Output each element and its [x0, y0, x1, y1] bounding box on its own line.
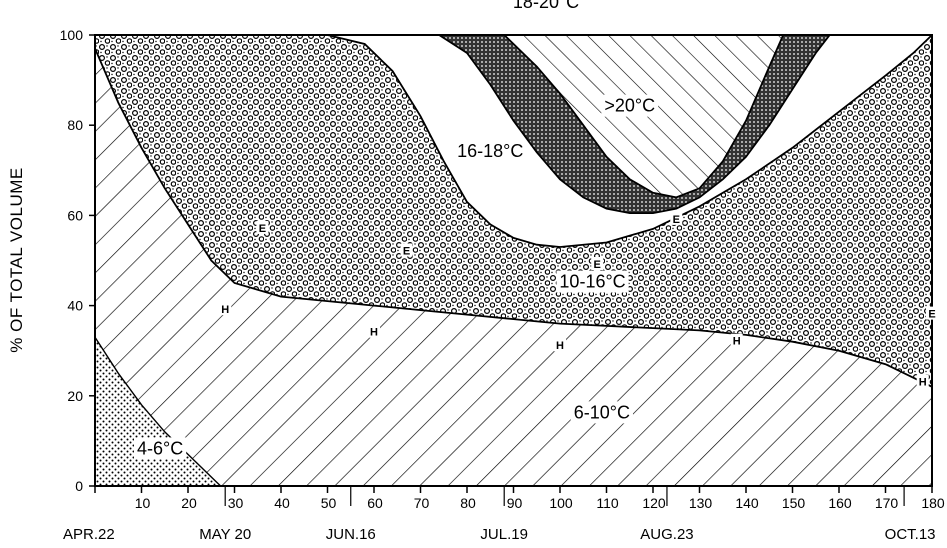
marker-h: H — [221, 304, 229, 316]
zone-label-background — [509, 0, 583, 13]
marker-background — [926, 306, 938, 320]
zone-6-10 — [95, 48, 932, 486]
boundary-line — [438, 35, 831, 214]
x-tick-label: 150 — [782, 495, 806, 511]
zone-label: 18-20°C — [513, 0, 579, 12]
y-tick-label: 40 — [67, 298, 83, 314]
x-tick-label: 60 — [367, 495, 383, 511]
marker-background — [400, 243, 413, 257]
marker-background — [554, 338, 566, 352]
marker-e: E — [259, 223, 266, 235]
zone-label: 16-18°C — [457, 141, 523, 161]
zone-label-background — [133, 437, 187, 460]
temperature-zones — [95, 35, 932, 486]
marker-e: E — [673, 214, 680, 226]
marker-background — [368, 324, 380, 338]
marker-background — [219, 302, 232, 316]
date-label: AUG.23 — [640, 526, 693, 543]
x-tick-label: 120 — [642, 495, 666, 511]
y-axis-title: % OF TOTAL VOLUME — [7, 167, 26, 352]
zone-label-background — [454, 139, 527, 162]
zone-18-20 — [439, 35, 830, 214]
marker-h: H — [919, 376, 927, 388]
marker-background — [730, 333, 743, 347]
zone-label: 10-16°C — [559, 272, 625, 292]
y-axis-ticks: 0 20 40 60 80 100 — [60, 27, 95, 494]
x-tick-label: 160 — [828, 495, 852, 511]
zone-label-background — [601, 94, 659, 117]
boundary-line — [95, 336, 222, 486]
marker-e: E — [594, 259, 601, 271]
marker-background — [916, 374, 929, 388]
marker-e: E — [928, 309, 935, 321]
y-tick-label: 60 — [67, 207, 83, 223]
x-tick-label: 170 — [875, 495, 899, 511]
zone-labels: 4-6°C 6-10°C 10-16°C 16-18°C >20°C 18-20°C — [133, 0, 659, 460]
x-tick-label: 100 — [549, 495, 573, 511]
x-tick-label: 80 — [460, 495, 476, 511]
zone-label-background — [570, 401, 633, 424]
boundary-line — [95, 48, 932, 388]
marker-background — [670, 211, 683, 225]
x-axis-ticks: 10 20 30 40 50 60 70 80 90 100 110 120 130 140 150 160 1… — [94, 486, 945, 511]
zone-4-6 — [95, 337, 221, 486]
marker-e: E — [403, 245, 410, 257]
x-tick-label: 10 — [135, 495, 151, 511]
zone-label: 6-10°C — [574, 402, 630, 422]
marker-h: H — [733, 336, 741, 348]
y-tick-label: 100 — [60, 27, 84, 43]
series-markers: E E E E E H H H H H — [219, 211, 938, 388]
date-label: MAY 20 — [199, 526, 251, 543]
marker-h: H — [370, 327, 378, 339]
x-tick-label: 30 — [228, 495, 244, 511]
y-tick-label: 20 — [67, 388, 83, 404]
x-tick-label: 70 — [414, 495, 430, 511]
isotherm-boundaries — [95, 35, 932, 486]
x-tick-label: 140 — [735, 495, 759, 511]
y-tick-label: 0 — [75, 478, 83, 494]
date-label: JUN.16 — [326, 526, 376, 543]
x-tick-label: 130 — [689, 495, 713, 511]
y-tick-label: 80 — [67, 117, 83, 133]
date-label: OCT.13 — [885, 526, 936, 543]
boundary-line — [503, 35, 785, 199]
zone-label: >20°C — [604, 96, 655, 116]
marker-h: H — [556, 340, 564, 352]
date-labels: APR.22 MAY 20 JUN.16 JUL.19 AUG.23 OCT.13 — [63, 486, 936, 543]
date-label: JUL.19 — [480, 526, 528, 543]
zone-16-18 — [290, 35, 932, 247]
boundary-line — [290, 35, 932, 248]
marker-background — [256, 220, 269, 234]
zone-label-background — [556, 270, 629, 293]
x-tick-label: 50 — [321, 495, 337, 511]
x-tick-label: 110 — [596, 495, 619, 511]
date-label: APR.22 — [63, 526, 115, 543]
x-tick-label: 40 — [274, 495, 290, 511]
marker-background — [591, 257, 604, 271]
x-tick-label: 180 — [921, 495, 945, 511]
zone-label: 4-6°C — [137, 438, 183, 458]
x-tick-label: 20 — [181, 495, 197, 511]
x-tick-label: 90 — [507, 495, 523, 511]
